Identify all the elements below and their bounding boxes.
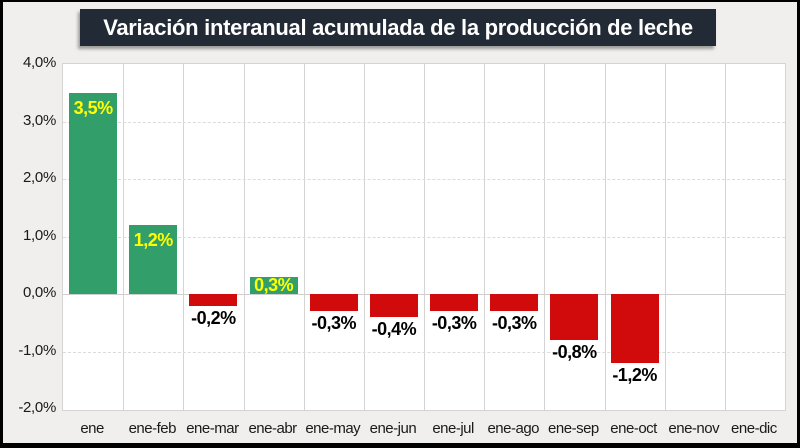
bar-ene-feb — [129, 225, 178, 294]
value-label-ene-jun: -0,4% — [371, 319, 417, 339]
y-tick-label: 1,0% — [23, 226, 56, 244]
x-tick-label: ene-may — [305, 420, 361, 437]
x-tick-label: ene-jun — [369, 420, 417, 437]
chart-title: Variación interanual acumulada de la pro… — [80, 9, 716, 46]
x-tick-label: ene-abr — [248, 420, 297, 437]
horizontal-gridline — [63, 351, 785, 353]
x-tick-label: ene-mar — [186, 420, 239, 437]
value-label-ene-jul: -0,3% — [431, 313, 477, 334]
bar-ene-oct — [610, 294, 659, 363]
value-label-ene-ago: -0,3% — [491, 313, 537, 334]
x-tick-label: ene-dic — [731, 420, 777, 437]
x-tick-label: ene — [80, 420, 104, 437]
bar-ene-abr — [249, 276, 298, 294]
horizontal-gridline — [63, 179, 785, 180]
bar-ene-jul — [430, 294, 479, 312]
y-tick-label: 0,0% — [23, 284, 56, 301]
value-label-ene-feb: 1,2% — [133, 230, 174, 250]
value-label-ene-sep: -0,8% — [552, 342, 597, 362]
bar-ene — [69, 92, 118, 294]
y-tick-label: -1,0% — [18, 341, 56, 359]
x-tick-label: ene-feb — [128, 420, 177, 437]
y-tick-label: 3,0% — [23, 111, 56, 129]
y-tick-label: 4,0% — [23, 54, 56, 71]
bar-ene-jun — [369, 294, 418, 317]
bar-ene-ago — [490, 294, 539, 312]
bar-ene-mar — [189, 294, 238, 306]
y-tick-label: 2,0% — [23, 169, 56, 186]
x-tick-label: ene-ago — [487, 420, 540, 437]
bar-ene-may — [309, 294, 358, 312]
value-label-ene-may: -0,3% — [311, 313, 357, 334]
value-label-ene-abr: 0,3% — [254, 275, 294, 296]
horizontal-gridline — [63, 121, 785, 123]
value-label-ene-oct: -1,2% — [612, 365, 657, 385]
x-tick-label: ene-jul — [432, 420, 474, 437]
y-tick-label: -2,0% — [18, 399, 56, 416]
x-tick-label: ene-oct — [610, 420, 657, 437]
value-label-ene-mar: -0,2% — [191, 307, 236, 328]
horizontal-gridline — [63, 236, 785, 238]
plot-area: 3,5% 1,2% -0,2% 0,3% -0,3% -0,4% -0,3% -0,3% -0,… — [62, 63, 786, 411]
bar-ene-sep — [550, 294, 599, 340]
x-tick-label: ene-sep — [548, 420, 599, 437]
zero-gridline — [63, 294, 785, 295]
x-tick-label: ene-nov — [668, 420, 720, 437]
value-label-ene: 3,5% — [73, 97, 114, 118]
